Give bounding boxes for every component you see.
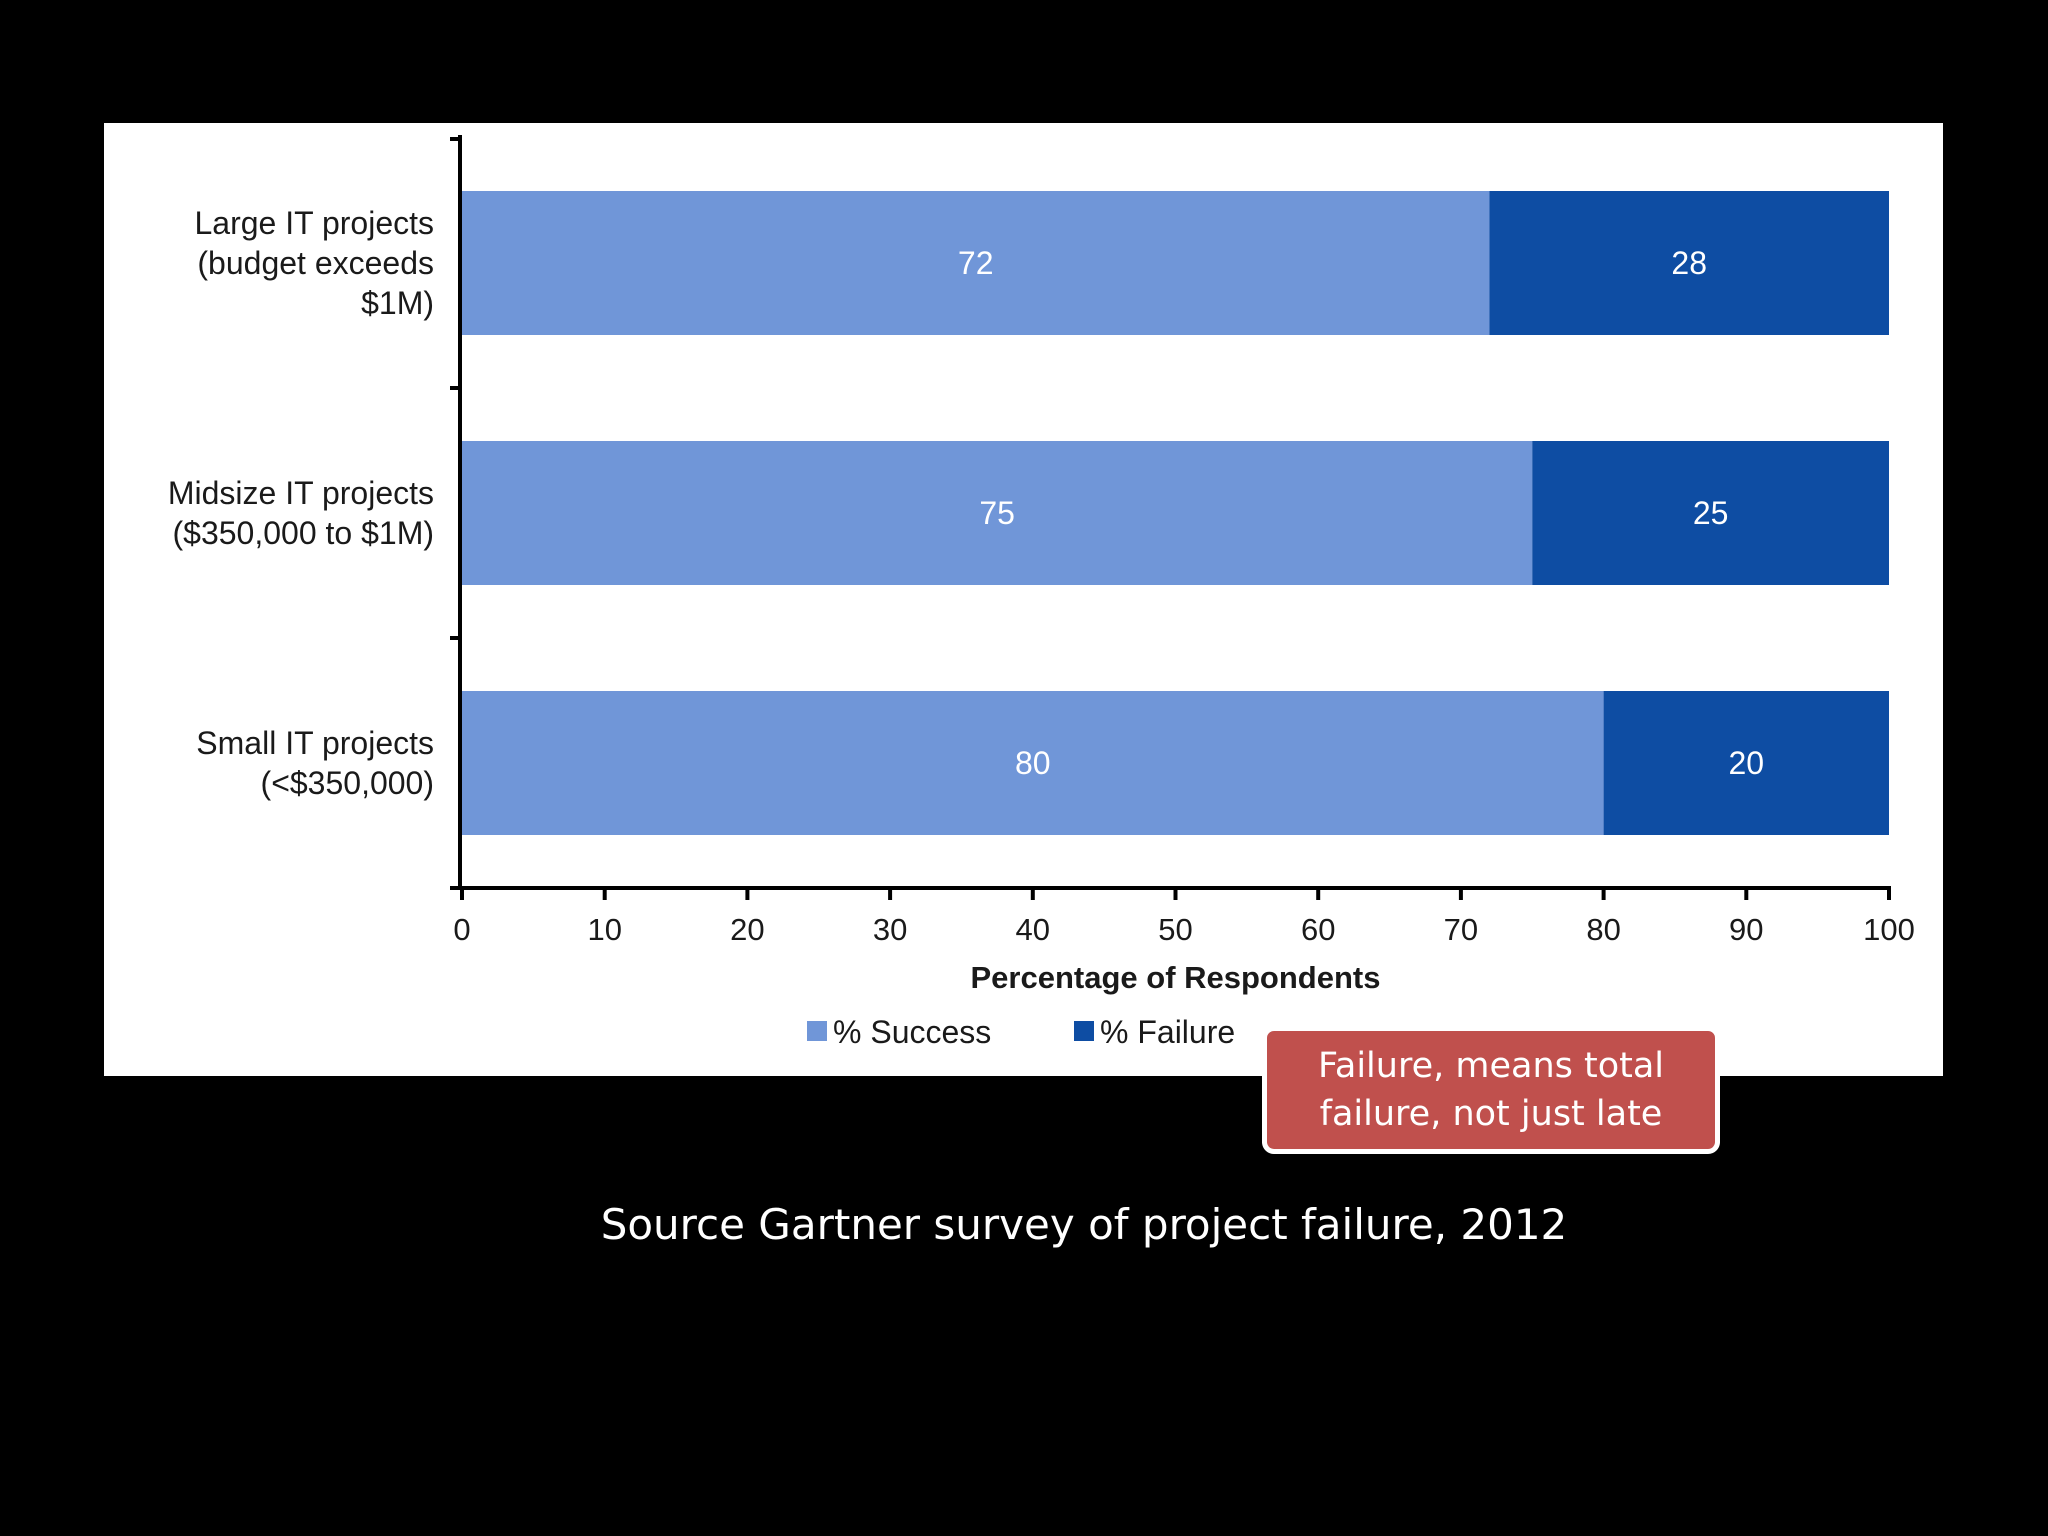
data-label-success-0: 72 [958,245,994,281]
legend-label-success: % Success [833,1014,991,1050]
x-tick-label-100: 100 [1863,912,1915,947]
legend-swatch-success [807,1021,827,1041]
failure-note-callout: Failure, means total failure, not just l… [1262,1026,1720,1154]
category-label-2: Small IT projects (<$350,000) [196,725,434,801]
category-label-0: Large IT projects (budget exceeds $1M) [194,205,434,321]
x-tick-label-70: 70 [1444,912,1478,947]
x-tick-label-10: 10 [587,912,621,947]
stacked-bar-chart: 72 28 Large IT projects (budget exceeds $1M)… [168,135,1915,1050]
source-caption: Source Gartner survey of project failure… [600,1200,1568,1249]
x-tick-label-60: 60 [1301,912,1335,947]
x-tick-label-0: 0 [453,912,470,947]
category-label-1: Midsize IT projects ($350,000 to $1M) [168,475,434,551]
data-label-failure-0: 28 [1671,245,1707,281]
data-label-success-2: 80 [1015,745,1051,781]
x-axis-title: Percentage of Respondents [971,960,1381,995]
legend-swatch-failure [1074,1021,1094,1041]
x-tick-label-50: 50 [1158,912,1192,947]
data-label-failure-2: 20 [1729,745,1765,781]
bar-success-2 [462,691,1604,835]
data-label-success-1: 75 [979,495,1015,531]
data-label-failure-1: 25 [1693,495,1729,531]
bar-success-0 [462,191,1490,335]
x-tick-label-90: 90 [1729,912,1763,947]
x-tick-label-40: 40 [1016,912,1050,947]
bar-failure-2 [1603,691,1889,835]
bar-failure-1 [1532,441,1889,585]
x-tick-label-20: 20 [730,912,764,947]
chart-panel: 72 28 Large IT projects (budget exceeds $1M)… [104,123,1943,1076]
bar-failure-0 [1489,191,1889,335]
x-tick-label-80: 80 [1586,912,1620,947]
x-tick-label-30: 30 [873,912,907,947]
legend-label-failure: % Failure [1100,1014,1235,1050]
bar-success-1 [462,441,1533,585]
